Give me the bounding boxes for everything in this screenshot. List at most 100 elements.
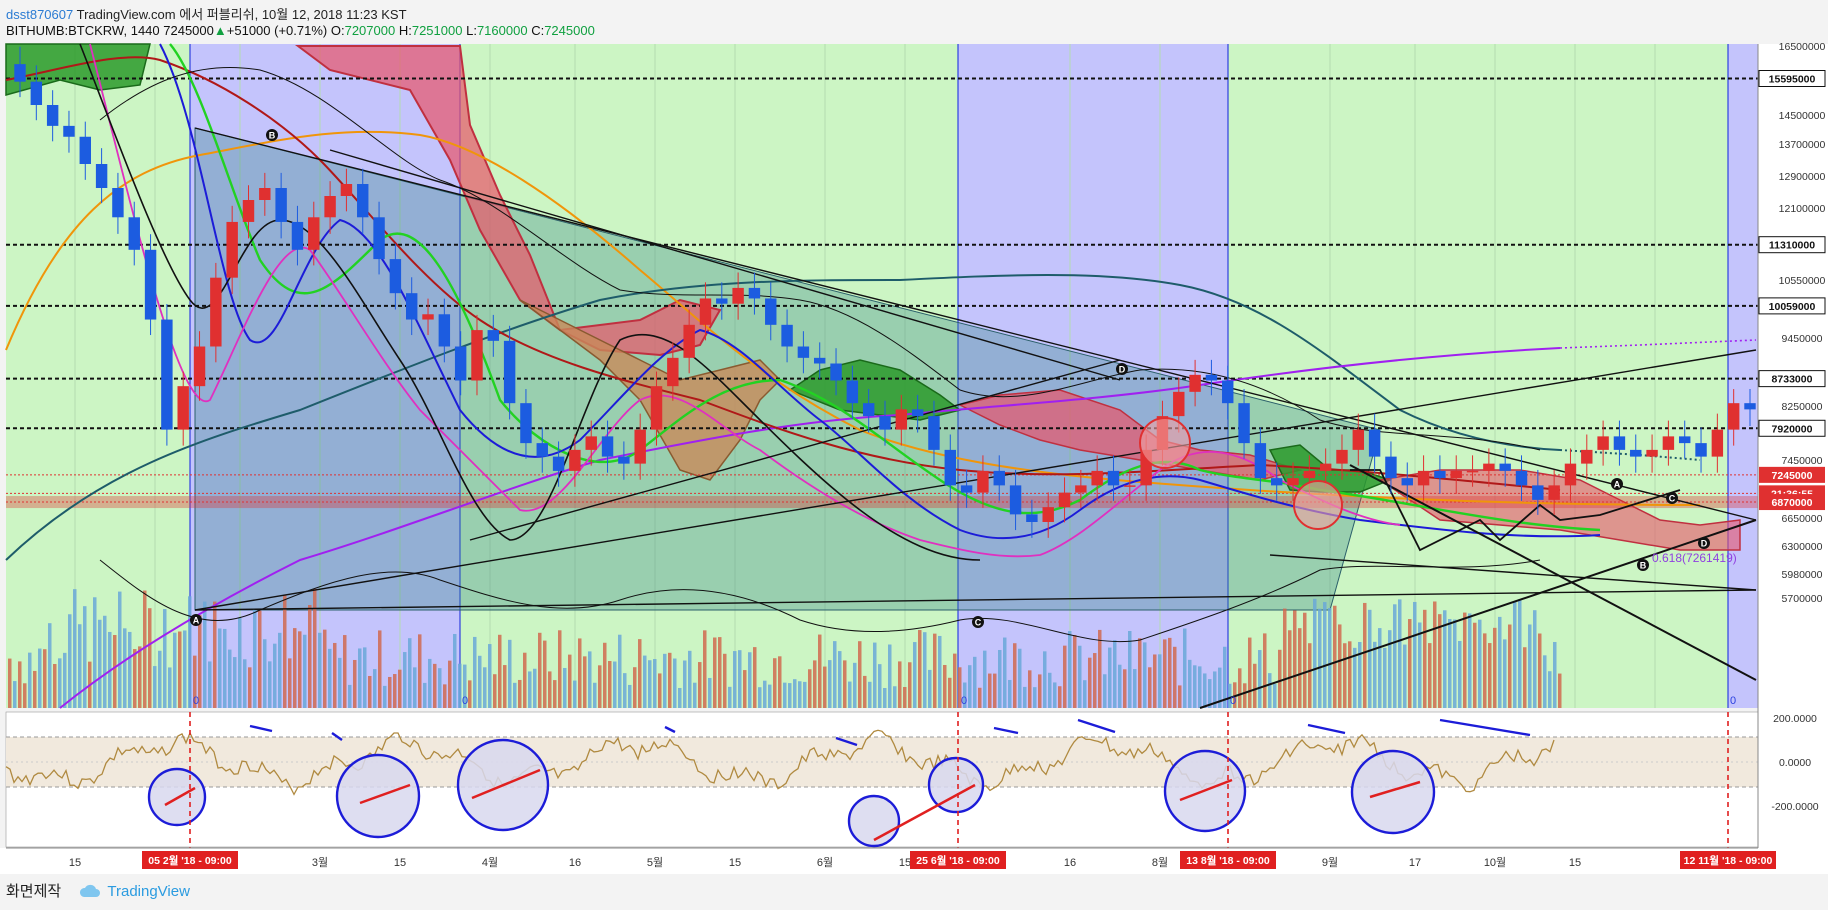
- candle-body[interactable]: [846, 380, 859, 404]
- candle-body[interactable]: [1581, 449, 1593, 464]
- candle-body[interactable]: [1466, 470, 1479, 473]
- candle-body[interactable]: [1532, 485, 1544, 500]
- candle-body[interactable]: [14, 64, 26, 82]
- candle-body[interactable]: [161, 319, 173, 430]
- candle-body[interactable]: [1401, 478, 1413, 486]
- candle-body[interactable]: [275, 188, 287, 222]
- candle-body[interactable]: [79, 136, 91, 164]
- candle-body[interactable]: [438, 314, 451, 347]
- candle-body[interactable]: [1254, 443, 1267, 479]
- candle-body[interactable]: [1352, 429, 1365, 450]
- candle-body[interactable]: [405, 293, 418, 320]
- candle-body[interactable]: [210, 277, 222, 347]
- candle-body[interactable]: [1597, 436, 1609, 450]
- candle-body[interactable]: [1662, 436, 1675, 450]
- candle-body[interactable]: [1107, 470, 1120, 486]
- candle-body[interactable]: [193, 346, 206, 387]
- candle-body[interactable]: [1711, 429, 1724, 457]
- author-link[interactable]: dsst870607: [6, 7, 74, 22]
- candle-body[interactable]: [683, 324, 695, 358]
- candle-body[interactable]: [1483, 463, 1495, 471]
- candle-body[interactable]: [1630, 449, 1642, 457]
- candle-body[interactable]: [144, 249, 157, 320]
- candle-body[interactable]: [128, 217, 140, 250]
- candle-body[interactable]: [259, 188, 271, 200]
- candle-body[interactable]: [650, 386, 663, 430]
- candle-body[interactable]: [1450, 470, 1462, 479]
- candle-body[interactable]: [1548, 485, 1560, 500]
- candle-body[interactable]: [1434, 470, 1446, 479]
- candle-body[interactable]: [1727, 403, 1740, 430]
- candle-body[interactable]: [63, 125, 75, 137]
- candle-body[interactable]: [1385, 456, 1397, 479]
- candle-body[interactable]: [862, 403, 875, 417]
- candle-body[interactable]: [1319, 463, 1332, 471]
- candle-body[interactable]: [1287, 478, 1299, 486]
- candle-body[interactable]: [944, 449, 956, 486]
- candle-body[interactable]: [422, 314, 434, 320]
- candle-body[interactable]: [1613, 436, 1626, 450]
- candle-body[interactable]: [112, 188, 124, 218]
- candle-body[interactable]: [1499, 463, 1511, 471]
- candle-body[interactable]: [389, 259, 402, 294]
- candle-body[interactable]: [634, 429, 646, 464]
- candle-body[interactable]: [1368, 429, 1381, 457]
- candle-body[interactable]: [242, 200, 255, 222]
- candle-body[interactable]: [601, 436, 614, 457]
- candle-body[interactable]: [1140, 449, 1152, 486]
- candle-body[interactable]: [340, 184, 353, 196]
- candle-body[interactable]: [454, 346, 467, 381]
- candle-body[interactable]: [960, 485, 973, 493]
- candle-body[interactable]: [520, 403, 532, 444]
- candle-body[interactable]: [1695, 443, 1707, 457]
- candle-body[interactable]: [1238, 403, 1250, 444]
- candle-body[interactable]: [503, 340, 516, 404]
- candle-body[interactable]: [1303, 470, 1316, 479]
- candle-body[interactable]: [585, 436, 597, 450]
- candle-body[interactable]: [1222, 380, 1234, 404]
- candle-body[interactable]: [1336, 449, 1348, 464]
- candle-body[interactable]: [977, 470, 989, 493]
- candle-body[interactable]: [1009, 485, 1022, 515]
- candle-body[interactable]: [911, 409, 924, 417]
- candle-body[interactable]: [716, 298, 728, 304]
- candle-body[interactable]: [732, 287, 744, 304]
- candle-body[interactable]: [748, 287, 761, 299]
- candle-body[interactable]: [46, 105, 59, 126]
- candlesticks[interactable]: [14, 46, 1756, 538]
- candle-body[interactable]: [928, 416, 940, 450]
- candle-body[interactable]: [993, 470, 1005, 486]
- time-axis[interactable]: 15 3월 15 4월 16 5월 15 6월 15 16 8월 9월 17 10월 15 05 2월 '1…: [0, 847, 1828, 874]
- candle-body[interactable]: [1515, 470, 1528, 486]
- candle-body[interactable]: [1744, 403, 1756, 410]
- candle-body[interactable]: [1564, 463, 1577, 486]
- candle-body[interactable]: [1058, 492, 1071, 508]
- candle-body[interactable]: [879, 416, 891, 430]
- candle-body[interactable]: [552, 456, 565, 471]
- candle-body[interactable]: [373, 217, 385, 260]
- candle-body[interactable]: [536, 443, 548, 457]
- candle-body[interactable]: [1026, 514, 1038, 522]
- candle-body[interactable]: [1270, 478, 1283, 486]
- candle-body[interactable]: [30, 81, 43, 105]
- candle-body[interactable]: [226, 221, 238, 278]
- candle-body[interactable]: [1205, 374, 1218, 381]
- candle-body[interactable]: [487, 330, 500, 341]
- candle-body[interactable]: [1646, 449, 1658, 457]
- candle-body[interactable]: [781, 324, 793, 347]
- candle-body[interactable]: [1189, 374, 1201, 392]
- candle-body[interactable]: [1042, 507, 1054, 522]
- candle-body[interactable]: [667, 357, 679, 387]
- candle-body[interactable]: [814, 357, 826, 364]
- candle-body[interactable]: [95, 164, 108, 188]
- candle-body[interactable]: [699, 298, 712, 325]
- candle-body[interactable]: [1679, 436, 1691, 444]
- candle-body[interactable]: [471, 330, 483, 381]
- candle-body[interactable]: [291, 221, 304, 250]
- candle-body[interactable]: [1075, 485, 1087, 493]
- candle-body[interactable]: [895, 409, 908, 430]
- tradingview-link[interactable]: TradingView: [79, 883, 190, 900]
- candle-body[interactable]: [830, 363, 842, 381]
- candle-body[interactable]: [1091, 470, 1103, 486]
